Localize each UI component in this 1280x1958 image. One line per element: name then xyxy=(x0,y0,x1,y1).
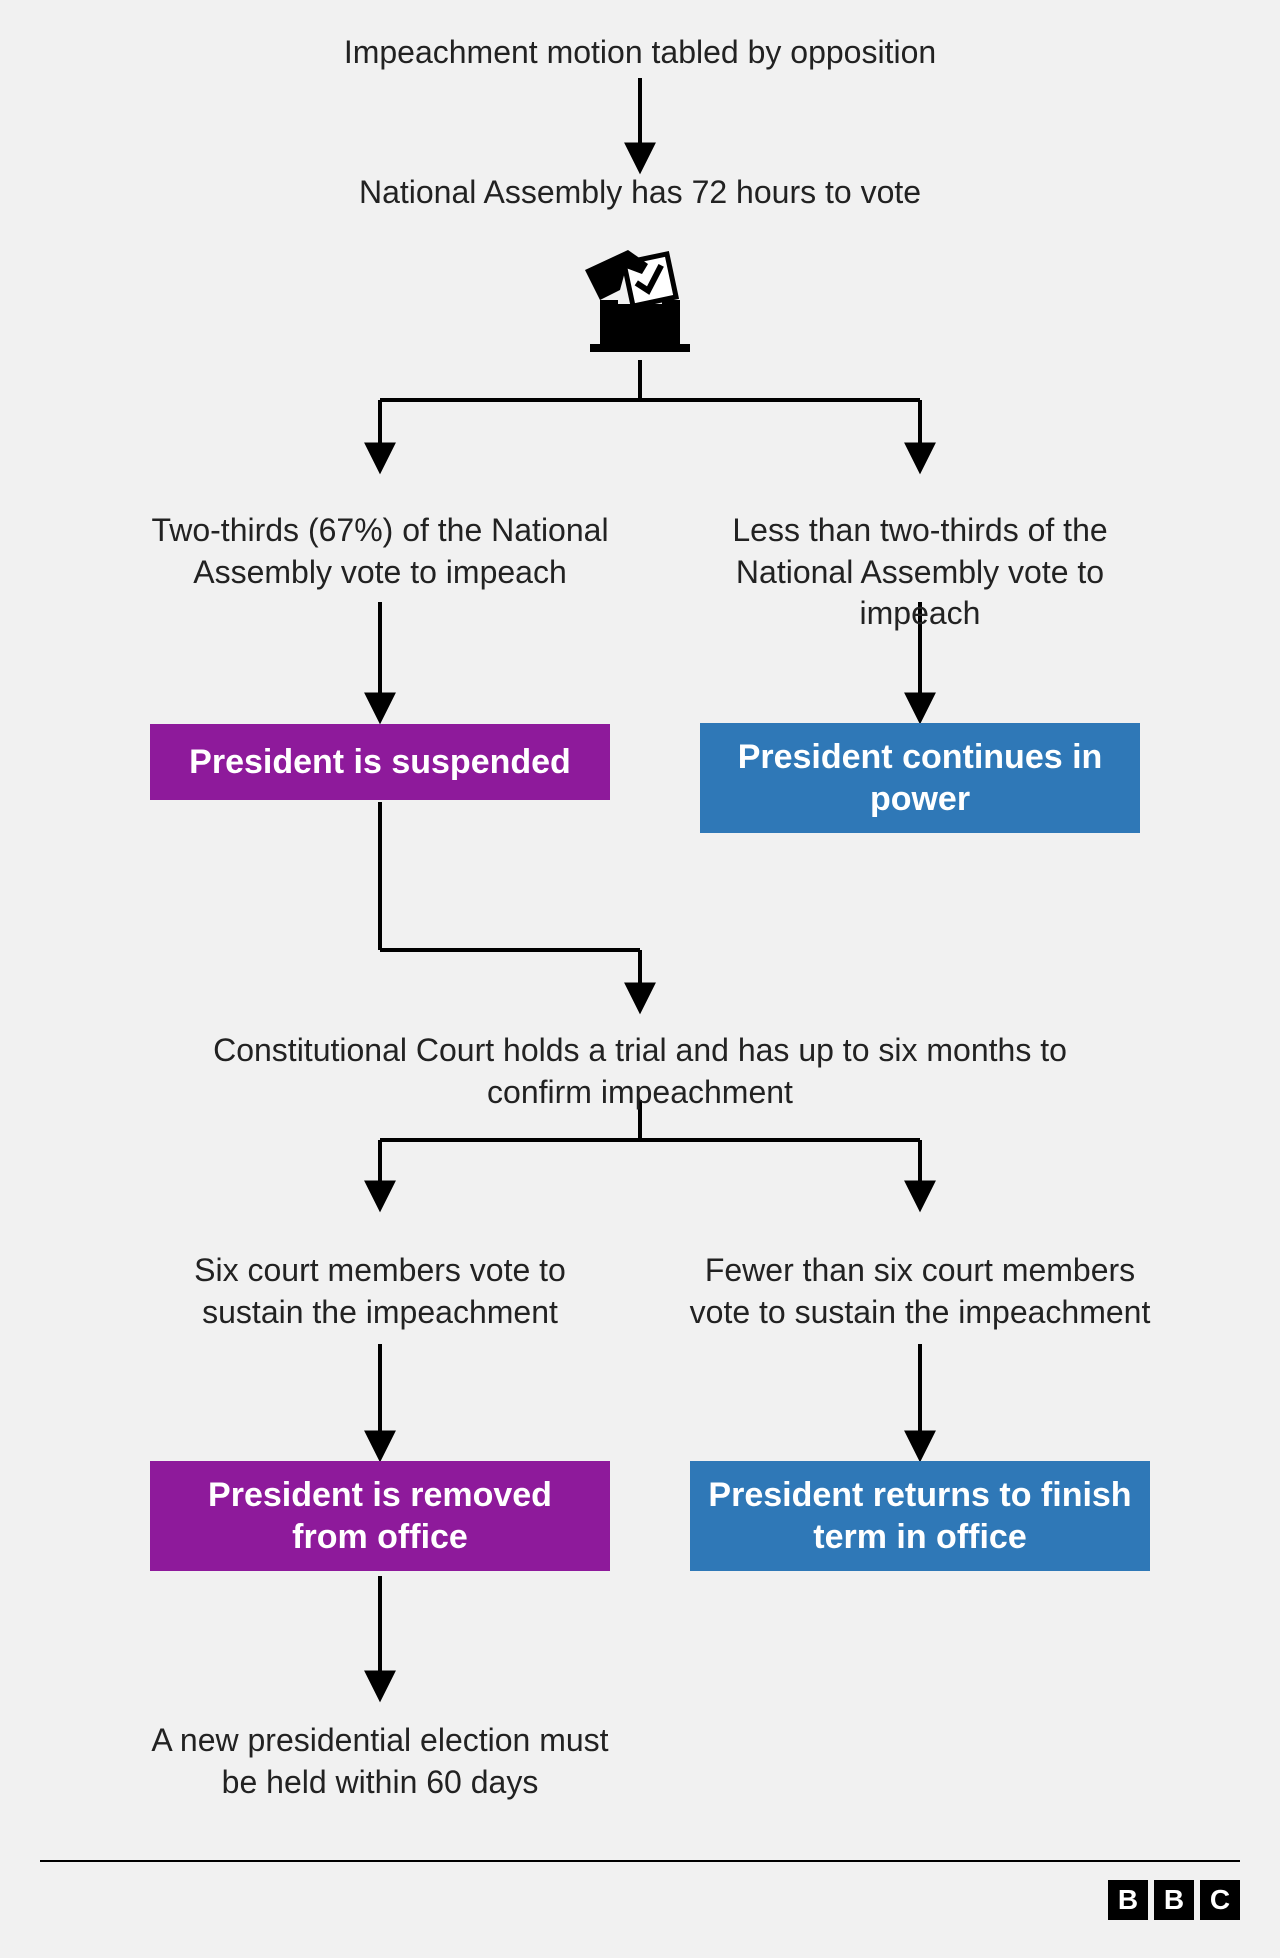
footer-divider xyxy=(40,1860,1240,1862)
step-constitutional-court: Constitutional Court holds a trial and h… xyxy=(200,1030,1080,1113)
outcome-president-returns: President returns to finish term in offi… xyxy=(690,1461,1150,1571)
branch-fewer-six-sustain: Fewer than six court members vote to sus… xyxy=(685,1250,1155,1333)
branch-two-thirds-yes: Two-thirds (67%) of the National Assembl… xyxy=(140,510,620,593)
outcome-president-continues: President continues in power xyxy=(700,723,1140,833)
step-new-election: A new presidential election must be held… xyxy=(130,1720,630,1803)
bbc-logo: B B C xyxy=(1108,1880,1240,1920)
branch-six-sustain: Six court members vote to sustain the im… xyxy=(165,1250,595,1333)
bbc-logo-letter: B xyxy=(1154,1880,1194,1920)
branch-two-thirds-no: Less than two-thirds of the National Ass… xyxy=(685,510,1155,635)
ballot-box-icon xyxy=(570,240,710,365)
outcome-president-removed: President is removed from office xyxy=(150,1461,610,1571)
impeachment-flowchart: Impeachment motion tabled by opposition … xyxy=(0,0,1280,1958)
outcome-president-suspended: President is suspended xyxy=(150,724,610,800)
step-assembly-vote-window: National Assembly has 72 hours to vote xyxy=(190,172,1090,214)
bbc-logo-letter: B xyxy=(1108,1880,1148,1920)
bbc-logo-letter: C xyxy=(1200,1880,1240,1920)
step-motion-tabled: Impeachment motion tabled by opposition xyxy=(190,32,1090,74)
